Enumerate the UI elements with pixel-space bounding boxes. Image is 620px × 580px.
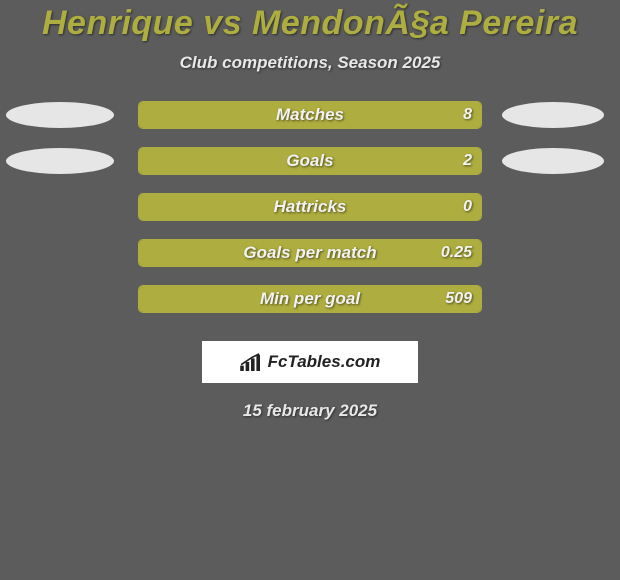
page-title: Henrique vs MendonÃ§a Pereira bbox=[0, 4, 620, 43]
infographic-date: 15 february 2025 bbox=[0, 401, 620, 421]
stat-rows: Matches8 Goals2 Hattricks0 Goals per match0… bbox=[0, 101, 620, 313]
stat-bar bbox=[138, 147, 482, 175]
stat-row: Hattricks0 bbox=[0, 193, 620, 221]
stat-row: Matches8 bbox=[0, 101, 620, 129]
stat-bar bbox=[138, 239, 482, 267]
stat-bar-fill bbox=[139, 194, 481, 220]
page-subtitle: Club competitions, Season 2025 bbox=[0, 53, 620, 73]
comparison-infographic: Henrique vs MendonÃ§a Pereira Club compe… bbox=[0, 0, 620, 580]
stat-bar-fill bbox=[139, 240, 481, 266]
player-blob-right bbox=[502, 148, 604, 174]
stat-bar-fill bbox=[139, 148, 481, 174]
player-blob-left bbox=[6, 148, 114, 174]
stat-bar-fill bbox=[139, 102, 481, 128]
stat-bar bbox=[138, 193, 482, 221]
player-blob-right bbox=[502, 102, 604, 128]
source-logo-text: FcTables.com bbox=[268, 352, 381, 372]
source-logo: FcTables.com bbox=[202, 341, 418, 383]
stat-row: Min per goal509 bbox=[0, 285, 620, 313]
stat-bar-fill bbox=[139, 286, 481, 312]
stat-bar bbox=[138, 101, 482, 129]
barchart-icon bbox=[240, 353, 262, 371]
stat-bar bbox=[138, 285, 482, 313]
stat-row: Goals2 bbox=[0, 147, 620, 175]
player-blob-left bbox=[6, 102, 114, 128]
stat-row: Goals per match0.25 bbox=[0, 239, 620, 267]
